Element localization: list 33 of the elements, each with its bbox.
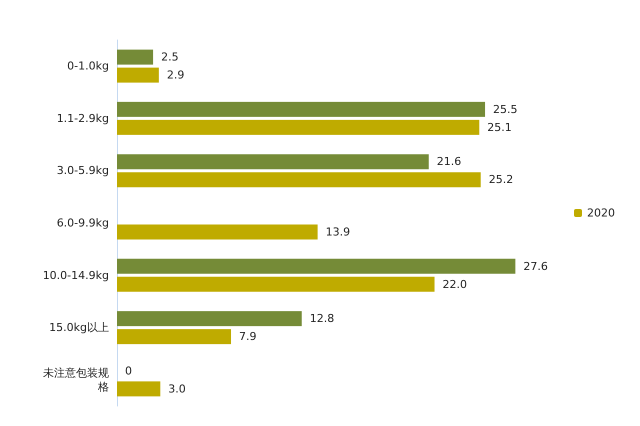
- data-label: 2.9: [166, 68, 184, 82]
- y-tick-label: 0-1.0kg: [67, 60, 109, 73]
- y-tick-label: 1.1-2.9kg: [56, 112, 109, 125]
- data-label: 2.5: [161, 50, 179, 64]
- bar: [117, 172, 481, 188]
- bar: [117, 102, 486, 117]
- data-label: 25.1: [487, 120, 512, 134]
- data-label: 22.0: [442, 278, 468, 291]
- data-label: 27.6: [523, 260, 548, 273]
- bar: [117, 276, 435, 292]
- bar: [117, 329, 232, 344]
- bar: [117, 120, 480, 135]
- data-label: 21.6: [436, 155, 462, 168]
- data-label: 12.8: [310, 312, 334, 326]
- data-label: 13.9: [326, 226, 350, 238]
- data-label: 25.5: [493, 102, 518, 116]
- bar: [117, 68, 159, 83]
- bar: [117, 224, 318, 240]
- bar: [117, 258, 516, 274]
- data-label: 7.9: [239, 330, 257, 344]
- bar: [117, 50, 154, 65]
- y-tick-label: 6.0-9.9kg: [56, 216, 109, 230]
- y-tick-label: 未注意包装规格: [43, 366, 109, 394]
- bar: [117, 311, 302, 326]
- y-tick-label: 15.0kg以上: [49, 321, 109, 334]
- legend-label: 2020: [587, 206, 616, 220]
- bar: [117, 154, 429, 170]
- data-label: 3.0: [168, 382, 186, 396]
- y-tick-label: 3.0-5.9kg: [56, 164, 109, 178]
- data-label: 0: [125, 364, 132, 378]
- bar: [117, 381, 160, 396]
- data-label: 25.2: [488, 173, 514, 186]
- y-tick-label: 10.0-14.9kg: [42, 268, 109, 282]
